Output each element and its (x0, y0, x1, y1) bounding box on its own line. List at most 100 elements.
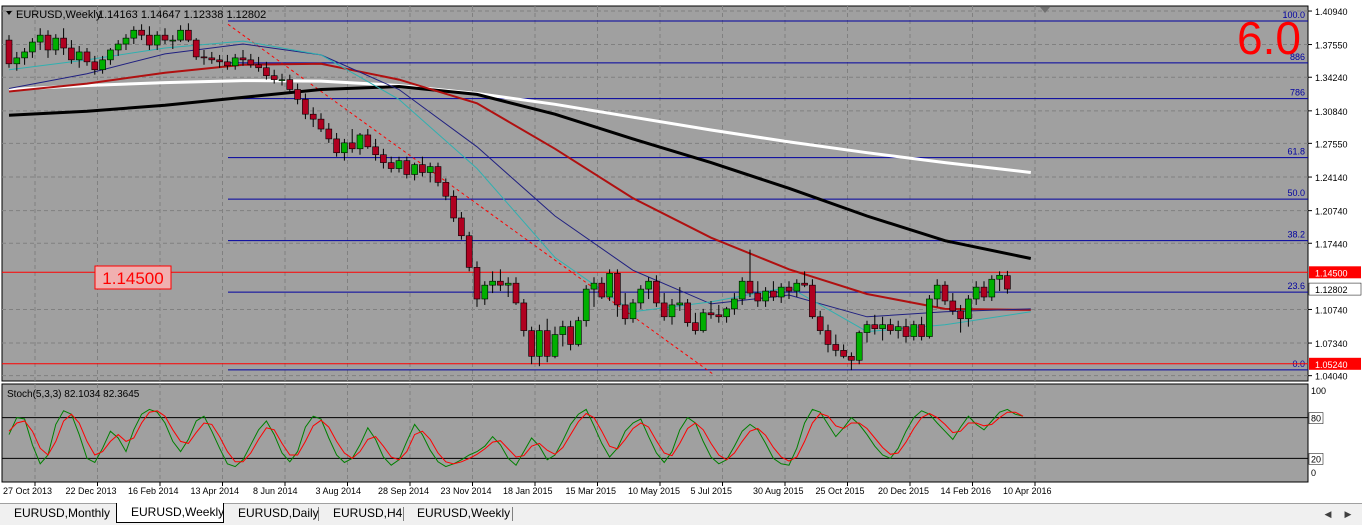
candle-bull (13, 57, 21, 65)
fib-label: 61.8 (1287, 147, 1305, 157)
candle-bear (286, 79, 294, 90)
candle-bear (848, 355, 855, 361)
candle-bull (972, 286, 980, 300)
candle-bear (380, 154, 387, 163)
candle-bull (356, 134, 364, 150)
candle-bull (107, 49, 114, 61)
candle-bull (231, 57, 239, 67)
time-tick-label: 5 Jul 2015 (691, 486, 733, 496)
candle-bear (83, 51, 91, 63)
candle-bear (60, 37, 67, 49)
candle-bull (645, 280, 652, 290)
candle-bear (5, 39, 13, 65)
candle-bear (185, 29, 192, 41)
price-tick-label: 1.30840 (1315, 107, 1348, 117)
candle-bear (216, 59, 223, 63)
candle-bull (278, 79, 286, 81)
candle-bear (270, 75, 278, 80)
candle-bull (590, 282, 598, 290)
time-tick-label: 30 Aug 2015 (753, 486, 804, 496)
tab-eurusd-weekly-active[interactable]: EURUSD,Weekly (116, 503, 224, 523)
candle-bear (980, 286, 988, 298)
candle-bear (520, 302, 528, 331)
candle-bull (559, 326, 567, 335)
stoch-axis-label: 80 (1311, 414, 1321, 424)
level-annotation-text: 1.14500 (102, 269, 163, 288)
shift-marker-icon[interactable] (1040, 7, 1050, 13)
price-tick-label: 1.10740 (1315, 305, 1348, 315)
moving-average-teal (8, 40, 1031, 333)
candle-bear (621, 304, 629, 320)
time-tick-label: 16 Feb 2014 (128, 486, 179, 496)
candle-bear (294, 89, 301, 100)
stoch-axis-label: 20 (1311, 454, 1321, 464)
level-annotation-box: 1.14500 (94, 265, 172, 290)
stoch-level-label-box (1308, 412, 1324, 424)
candle-bear (598, 282, 606, 298)
candle-bull (36, 34, 44, 43)
candle-bear (832, 344, 840, 351)
candle-bull (177, 29, 184, 41)
moving-average-black (8, 84, 1032, 260)
candle-bear (809, 284, 816, 318)
candle-bear (497, 280, 504, 286)
stoch-main-line (8, 408, 1024, 468)
candle-bear (715, 314, 723, 318)
candle-bull (411, 164, 418, 175)
time-tick-label: 28 Sep 2014 (378, 486, 429, 496)
horizontal-price-levels (2, 271, 1308, 365)
candle-bull (606, 272, 613, 298)
scroll-right-icon[interactable]: ▶ (1344, 509, 1352, 519)
candle-bear (208, 57, 216, 61)
stochastic-oscillator (2, 408, 1308, 468)
candle-bear (473, 267, 481, 300)
candle-bull (762, 290, 769, 302)
candle-bear (528, 330, 535, 357)
tab-eurusd-h4[interactable]: EURUSD,H4 (319, 504, 403, 524)
scroll-left-icon[interactable]: ◀ (1324, 509, 1332, 519)
candle-bear (614, 272, 621, 306)
tab-scrollbar[interactable]: ◀ ▶ (1262, 506, 1358, 522)
price-tick-label: 1.04040 (1315, 372, 1348, 382)
candle-bear (44, 34, 52, 51)
candle-bear (746, 280, 754, 294)
tab-eurusd-weekly[interactable]: EURUSD,Weekly (403, 504, 512, 524)
candle-bull (582, 288, 590, 322)
candle-bear (247, 59, 255, 66)
candle-bear (707, 312, 715, 316)
candle-bear (138, 29, 145, 36)
candle-bull (489, 280, 496, 286)
candle-bear (458, 217, 465, 237)
candle-bull (575, 320, 582, 345)
candle-bear (387, 162, 395, 169)
price-label-current (1308, 282, 1362, 296)
candle-bear (684, 302, 691, 323)
tab-eurusd-daily[interactable]: EURUSD,Daily (224, 504, 319, 524)
price-tick-label: 1.27550 (1315, 139, 1348, 149)
candle-bear (949, 300, 957, 312)
time-tick-label: 14 Feb 2016 (941, 486, 992, 496)
candle-bull (723, 308, 730, 318)
candle-bull (481, 284, 489, 300)
dropdown-triangle-icon[interactable] (6, 11, 12, 15)
tab-eurusd-monthly[interactable]: EURUSD,Monthly (0, 504, 116, 524)
candle-bear (419, 164, 426, 173)
tab-separator (318, 507, 319, 521)
time-tick-label: 15 Mar 2015 (566, 486, 617, 496)
candle-bull (29, 41, 36, 53)
candle-bear (567, 326, 574, 345)
candle-bear (941, 284, 949, 302)
time-axis: 27 Oct 2013 22 Dec 2013 16 Feb 2014 13 Apr … (3, 482, 1052, 496)
stoch-signal-line (8, 410, 1024, 465)
candle-bear (333, 138, 340, 154)
candle-bear (918, 324, 925, 337)
candle-bear (840, 350, 847, 357)
fib-label: 38.2 (1287, 230, 1305, 240)
candle-bull (114, 43, 122, 51)
candle-bear (317, 118, 325, 130)
candle-bull (21, 51, 28, 59)
candle-bull (699, 312, 707, 331)
candle-bear (957, 310, 964, 320)
price-pane-background (1, 5, 1309, 382)
